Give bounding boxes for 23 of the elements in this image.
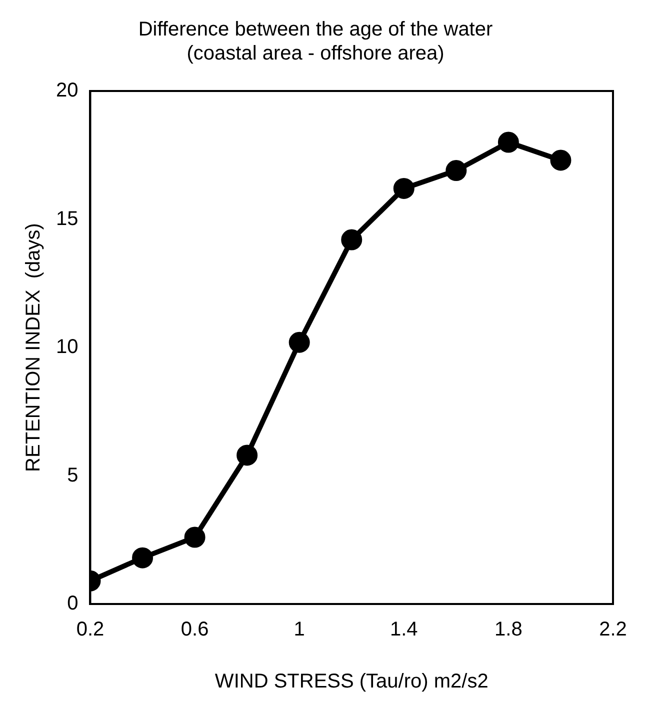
x-tick-label: 0.2	[76, 618, 104, 641]
chart-title: Difference between the age of the water (coastal area - offshore area)	[138, 18, 493, 65]
point	[184, 526, 206, 548]
point	[550, 150, 572, 171]
x-tick-label: 2.2	[599, 618, 627, 641]
x-tick-label: 1	[294, 618, 305, 641]
point	[393, 178, 414, 199]
point	[498, 132, 519, 153]
point	[288, 332, 310, 353]
y-tick-label: 5	[67, 464, 78, 486]
x-tick-label: 1.8	[494, 618, 522, 641]
y-tick-label: 15	[56, 208, 78, 230]
point	[236, 444, 258, 466]
point	[446, 160, 467, 182]
y-axis-title: RETENTION INDEX (days)	[22, 223, 45, 472]
y-tick-label: 20	[56, 80, 78, 102]
x-tick-label: 1.4	[390, 618, 418, 641]
point	[132, 547, 154, 568]
x-axis-title: WIND STRESS (Tau/ro) m2/s2	[214, 670, 488, 693]
y-tick-label: 0	[67, 592, 78, 615]
x-tick-label: 0.6	[180, 618, 209, 641]
y-tick-label: 10	[56, 336, 78, 358]
point	[341, 229, 362, 250]
